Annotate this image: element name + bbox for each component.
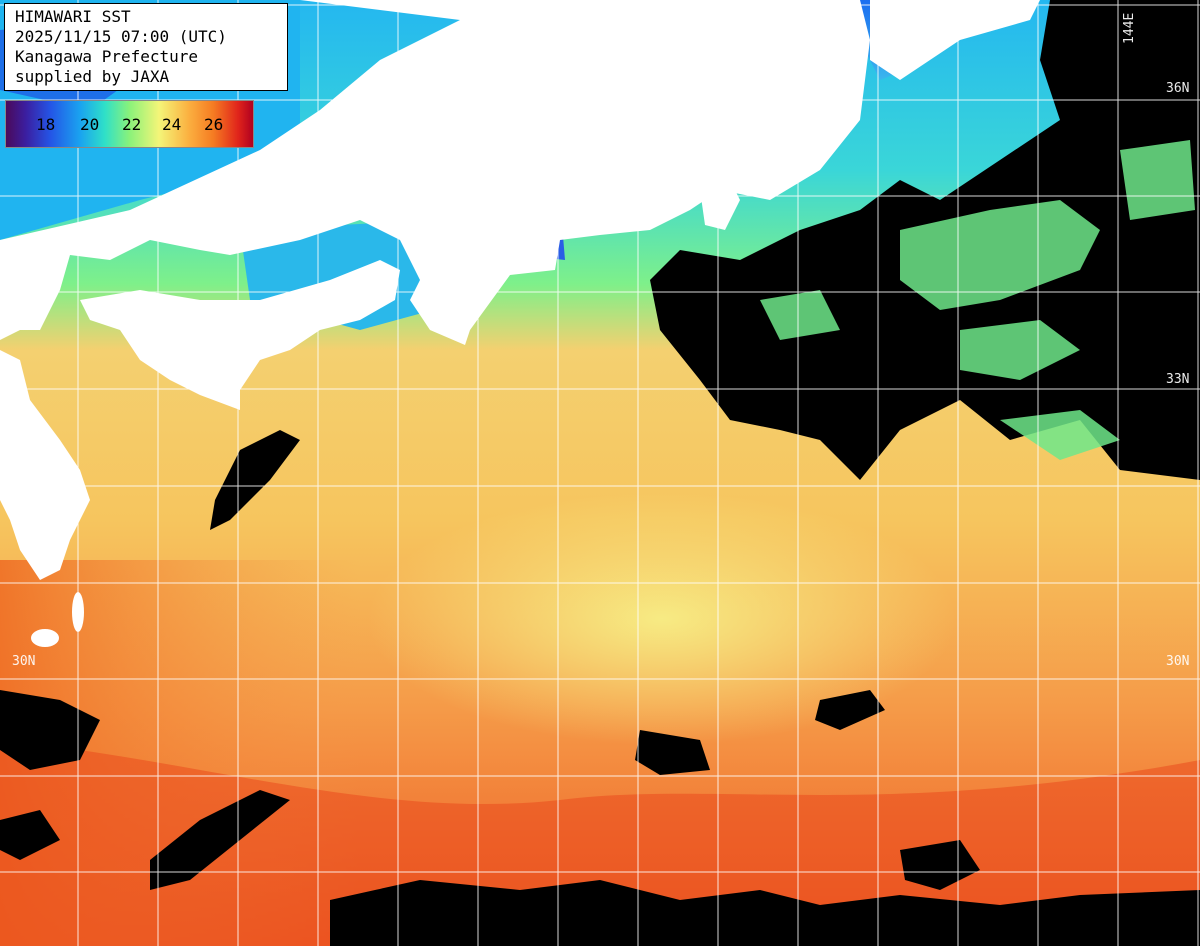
title-text: HIMAWARI SST bbox=[15, 7, 131, 26]
lat-label-30n-east: 30N bbox=[1166, 654, 1190, 669]
legend-tick: 24 bbox=[162, 115, 182, 134]
land-honshu bbox=[0, 0, 870, 345]
cloud-bottom-right-corner bbox=[900, 840, 980, 890]
land-izu-peninsula bbox=[700, 180, 740, 230]
region-text: Kanagawa Prefecture bbox=[15, 47, 199, 66]
info-box: HIMAWARI SST 2025/11/15 07:00 (UTC) Kana… bbox=[4, 3, 288, 91]
cloud-southwest-streak bbox=[150, 790, 290, 890]
warm-core-yellow bbox=[200, 410, 1040, 770]
cloud-east-mid-patch bbox=[815, 690, 885, 730]
lat-label-30n-west: 30N bbox=[12, 654, 36, 669]
timestamp-text: 2025/11/15 07:00 (UTC) bbox=[15, 27, 227, 46]
lon-label-144e: 144E bbox=[1122, 12, 1137, 44]
cloud-south-band bbox=[330, 880, 1200, 946]
land-shikoku bbox=[80, 260, 400, 410]
legend-tick: 18 bbox=[36, 115, 56, 134]
lat-label-partial: 3 bbox=[10, 372, 18, 387]
lon-label-136e: 136E bbox=[482, 12, 497, 44]
legend-tick: 22 bbox=[122, 115, 142, 134]
cloud-east-gaps bbox=[760, 140, 1195, 460]
cloud-west-patches bbox=[0, 690, 100, 860]
land-kyushu bbox=[0, 350, 90, 580]
legend-tick: 20 bbox=[80, 115, 100, 134]
cloud-northwest-streak bbox=[210, 430, 300, 530]
temperature-legend: 18 20 22 24 26 bbox=[5, 100, 254, 148]
credit-text: supplied by JAXA bbox=[15, 67, 170, 86]
legend-tick: 26 bbox=[204, 115, 224, 134]
cloud-mid-patch bbox=[635, 730, 710, 775]
lat-label-33n: 33N bbox=[1166, 372, 1190, 387]
warm-south-band bbox=[0, 740, 1200, 946]
land-boso bbox=[870, 0, 1040, 80]
land-tanegashima bbox=[31, 629, 59, 647]
lat-label-36n: 36N bbox=[1166, 81, 1190, 96]
